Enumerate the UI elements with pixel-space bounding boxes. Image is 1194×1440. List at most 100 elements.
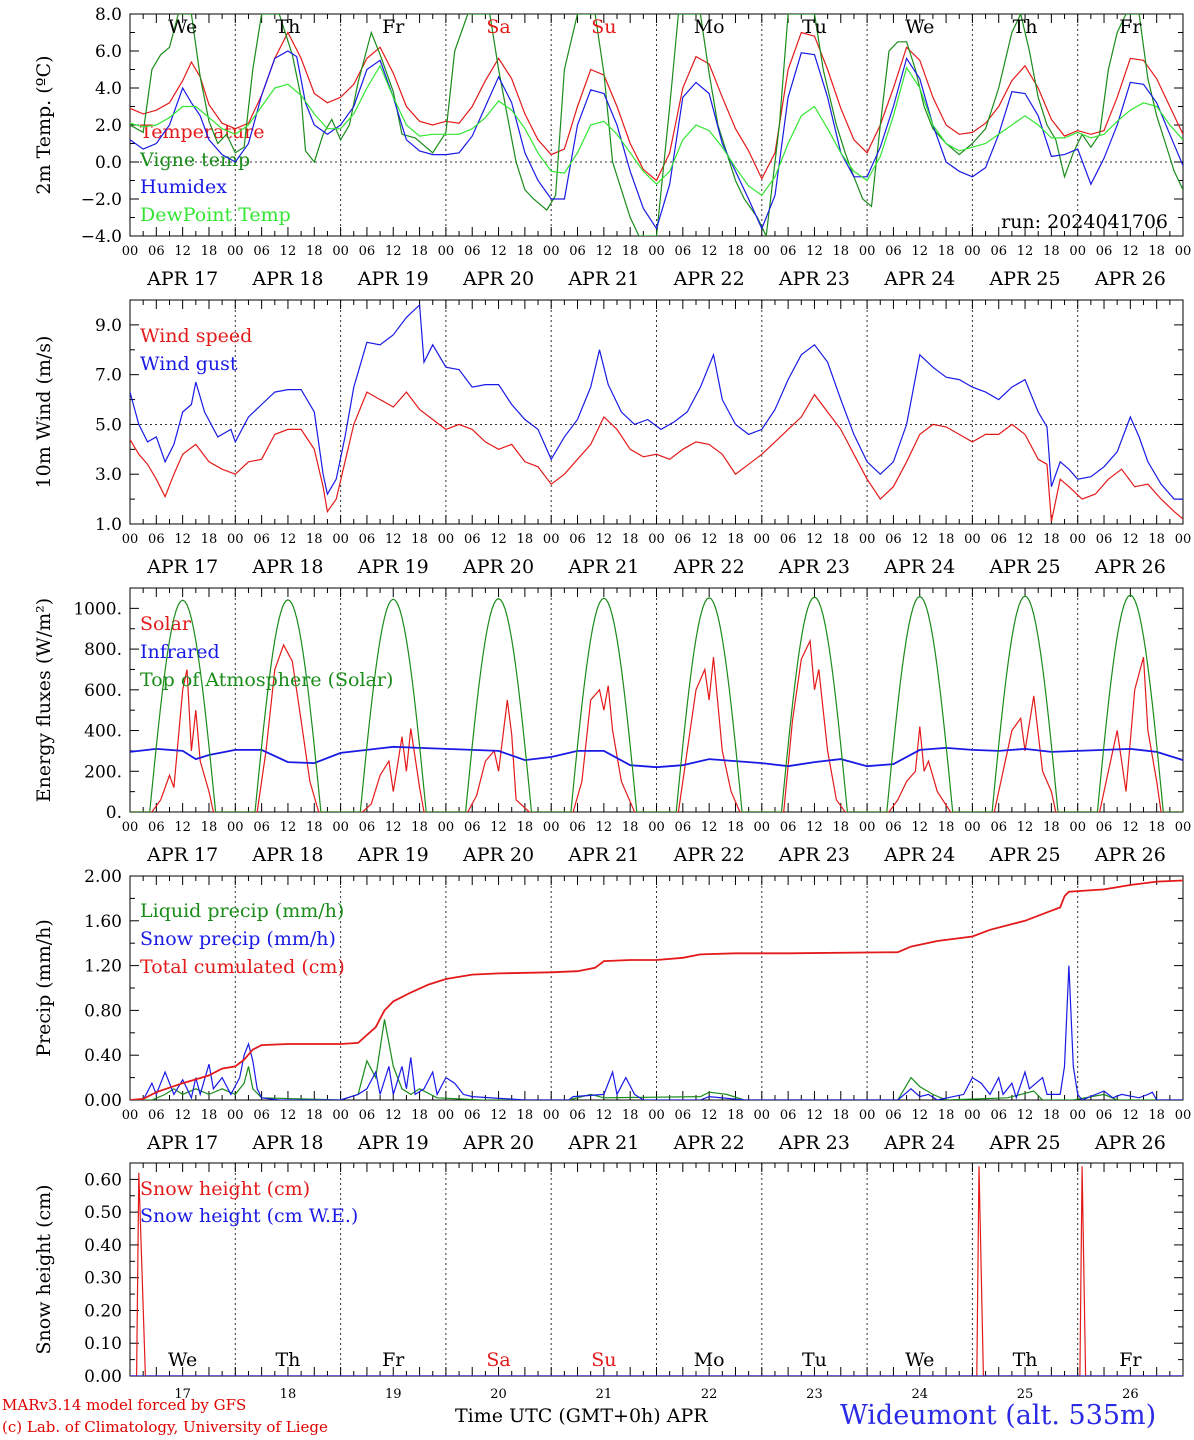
date-label: APR 25	[989, 268, 1061, 290]
hour-tick-label: 18	[1148, 244, 1165, 259]
y-tick-label: 1.60	[84, 912, 122, 932]
hour-tick-label: 06	[780, 532, 797, 547]
series-line-1	[130, 638, 1183, 812]
hour-tick-label: 18	[517, 532, 534, 547]
weekday-label: Su	[591, 16, 616, 38]
hour-tick-label: 12	[1017, 532, 1034, 547]
hour-tick-label: 00	[754, 820, 771, 835]
hour-tick-label: 18	[833, 1108, 850, 1123]
hour-tick-label: 12	[385, 1108, 402, 1123]
date-label: APR 25	[989, 1132, 1061, 1154]
hour-tick-label: 18	[833, 532, 850, 547]
hour-tick-label: 12	[911, 532, 928, 547]
legend-entry: Snow precip (mm/h)	[140, 928, 336, 950]
date-label: APR 22	[673, 268, 745, 290]
hour-tick-label: 00	[227, 820, 244, 835]
hour-tick-label: 18	[517, 244, 534, 259]
hour-tick-label: 12	[385, 820, 402, 835]
date-label: APR 22	[673, 1132, 745, 1154]
hour-tick-label: 06	[1096, 1108, 1113, 1123]
hour-tick-label: 18	[306, 820, 323, 835]
hour-tick-label: 12	[806, 1108, 823, 1123]
hour-tick-label: 18	[1043, 820, 1060, 835]
hour-tick-label: 12	[490, 532, 507, 547]
weekday-label: Tu	[802, 16, 827, 38]
day-number-label: 25	[1017, 1387, 1034, 1402]
hour-tick-label: 18	[306, 1108, 323, 1123]
hour-tick-label: 00	[122, 820, 139, 835]
hour-tick-label: 18	[306, 244, 323, 259]
hour-tick-label: 06	[359, 244, 376, 259]
hour-tick-label: 00	[964, 1108, 981, 1123]
hour-tick-label: 18	[201, 820, 218, 835]
hour-tick-label: 06	[1096, 532, 1113, 547]
date-label: APR 26	[1094, 268, 1166, 290]
hour-tick-label: 06	[359, 820, 376, 835]
y-tick-label: 800.	[84, 640, 122, 660]
hour-tick-label: 12	[1122, 244, 1139, 259]
date-label: APR 17	[146, 1132, 218, 1154]
y-tick-label: 1.20	[84, 957, 122, 977]
y-tick-label: 0.80	[84, 1001, 122, 1021]
series-line-2	[130, 14, 1183, 236]
date-label: APR 23	[778, 844, 850, 866]
date-label: APR 17	[146, 268, 218, 290]
hour-tick-label: 12	[490, 820, 507, 835]
hour-tick-label: 00	[648, 532, 665, 547]
date-label: APR 18	[251, 844, 323, 866]
weekday-label: Sa	[486, 1349, 510, 1371]
series-line-2	[130, 965, 1183, 1100]
hour-tick-label: 06	[990, 1108, 1007, 1123]
weekday-label: Th	[1013, 16, 1038, 38]
hour-tick-label: 12	[490, 244, 507, 259]
legend-entry: Snow height (cm)	[140, 1178, 310, 1200]
hour-tick-label: 00	[1069, 532, 1086, 547]
y-tick-label: 0.20	[84, 1301, 122, 1321]
hour-tick-label: 00	[648, 1108, 665, 1123]
model-credit: MARv3.14 model forced by GFS	[2, 1396, 247, 1414]
hour-tick-label: 18	[622, 532, 639, 547]
weekday-label: We	[168, 16, 197, 38]
weekday-label: Mo	[694, 16, 725, 38]
hour-tick-label: 12	[1017, 244, 1034, 259]
hour-tick-label: 18	[938, 244, 955, 259]
hour-tick-label: 06	[253, 532, 270, 547]
hour-tick-label: 06	[885, 820, 902, 835]
legend-entry: Solar	[140, 613, 192, 635]
legend-entry: Wind speed	[140, 325, 252, 347]
hour-tick-label: 00	[332, 244, 349, 259]
hour-tick-label: 06	[990, 244, 1007, 259]
hour-tick-label: 12	[280, 532, 297, 547]
hour-tick-label: 12	[174, 820, 191, 835]
hour-tick-label: 00	[754, 532, 771, 547]
hour-tick-label: 12	[174, 532, 191, 547]
y-tick-label: 5.0	[95, 415, 122, 435]
hour-tick-label: 06	[253, 1108, 270, 1123]
hour-tick-label: 18	[622, 244, 639, 259]
y-tick-label: 2.0	[95, 116, 122, 136]
y-tick-label: 0.40	[84, 1046, 122, 1066]
weekday-label: Fr	[1119, 16, 1142, 38]
series-line-1	[130, 1166, 1183, 1376]
date-label: APR 20	[462, 556, 534, 578]
series-line-1	[130, 1019, 1183, 1100]
hour-tick-label: 06	[464, 532, 481, 547]
hour-tick-label: 12	[1122, 1108, 1139, 1123]
date-label: APR 23	[778, 556, 850, 578]
hour-tick-label: 00	[227, 1108, 244, 1123]
date-label: APR 25	[989, 556, 1061, 578]
hour-tick-label: 12	[911, 820, 928, 835]
series-line-4	[130, 64, 1183, 197]
series-line-3	[130, 50, 1183, 231]
hour-tick-label: 06	[780, 820, 797, 835]
hour-tick-label: 00	[859, 244, 876, 259]
y-axis-label: Energy fluxes (W/m²)	[33, 598, 55, 802]
hour-tick-label: 12	[701, 820, 718, 835]
hour-tick-label: 12	[596, 244, 613, 259]
date-label: APR 23	[778, 1132, 850, 1154]
legend-entry: DewPoint Temp	[140, 204, 291, 226]
date-label: APR 22	[673, 844, 745, 866]
weekday-label: Th	[1013, 1349, 1038, 1371]
y-tick-label: 4.0	[95, 79, 122, 99]
